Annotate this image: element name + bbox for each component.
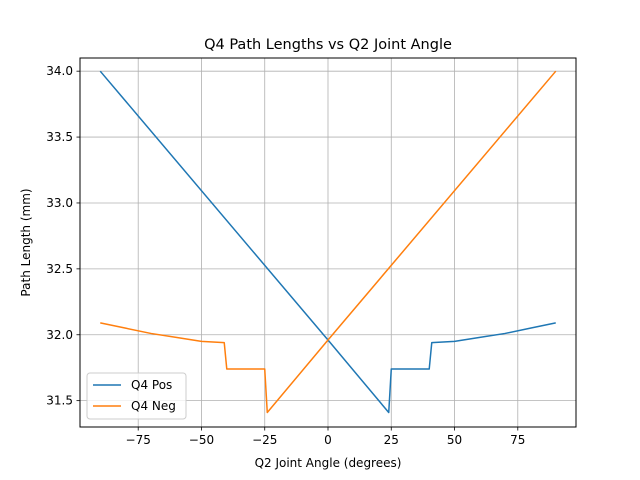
x-tick-label: 50 xyxy=(447,433,462,447)
y-axis-label: Path Length (mm) xyxy=(19,188,33,296)
y-tick-label: 32.0 xyxy=(46,328,73,342)
legend-label: Q4 Pos xyxy=(131,378,172,392)
series-line-q4-pos xyxy=(99,70,556,414)
x-tick-label: 0 xyxy=(324,433,332,447)
x-tick-label: −25 xyxy=(252,433,277,447)
x-tick-label: 25 xyxy=(384,433,399,447)
data-series xyxy=(99,70,557,414)
series-line-q4-neg xyxy=(100,70,557,414)
y-tick-label: 33.5 xyxy=(46,130,73,144)
y-tick-label: 31.5 xyxy=(46,394,73,408)
x-tick-label: 75 xyxy=(510,433,525,447)
legend: Q4 Pos Q4 Neg xyxy=(86,372,187,420)
x-axis-label: Q2 Joint Angle (degrees) xyxy=(255,456,402,470)
y-tick-label: 33.0 xyxy=(46,196,73,210)
x-tick-label: −75 xyxy=(126,433,151,447)
chart-title: Q4 Path Lengths vs Q2 Joint Angle xyxy=(204,37,452,53)
legend-label: Q4 Neg xyxy=(131,399,176,413)
x-tick-label: −50 xyxy=(189,433,214,447)
grid-lines xyxy=(80,58,576,427)
y-tick-label: 32.5 xyxy=(46,262,73,276)
axis-ticks: −75 −50 −25 0 25 50 75 31.5 32.0 32.5 33.0 33.5 34.0 xyxy=(46,64,525,447)
y-tick-label: 34.0 xyxy=(46,64,73,78)
